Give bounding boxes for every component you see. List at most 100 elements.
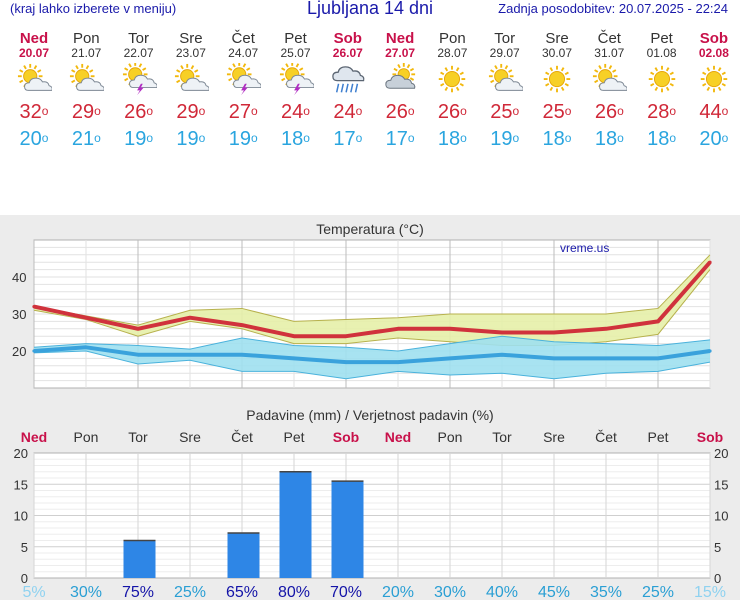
precip-day-label: Pet [647,429,668,445]
precip-probability: 30% [70,584,102,600]
sun-icon [543,65,571,93]
precip-probability: 15% [694,584,726,600]
min-temp-point [136,353,140,357]
day-column: Pet 25.07 24o 18o [270,30,322,170]
max-temp: 32o [19,101,49,123]
menu-hint: (kraj lahko izberete v meniju) [10,1,177,16]
day-name: Pon [72,30,100,47]
day-column: Tor 29.07 25o 19o [479,30,531,170]
precip-chart-title: Padavine (mm) / Verjetnost padavin (%) [246,407,493,423]
precip-probability: 80% [278,584,310,600]
day-column: Čet 24.07 27o 19o [217,30,269,170]
max-temp: 44o [699,101,729,123]
min-temp: 18o [281,128,310,150]
precip-probability: 70% [330,584,362,600]
sun-cloud-icon [488,63,523,91]
precip-day-label: Ned [21,429,47,445]
sun-icon [439,65,466,93]
precip-probability: 45% [538,584,570,600]
day-column: Pon 28.07 26o 18o [426,30,478,170]
min-temp-point [396,360,400,364]
min-temp: 20o [19,128,49,150]
temp-y-tick: 30 [12,307,26,322]
day-date: 28.07 [437,46,468,60]
min-temp-point [292,356,296,360]
day-name: Čet [231,30,255,47]
max-temp: 26o [124,101,154,123]
max-temp-point [84,316,88,320]
precip-y-tick-left: 0 [21,571,28,586]
sun-cloud-thunder-icon [227,63,262,96]
day-name: Čet [597,30,621,47]
max-temp-line [33,260,712,339]
precip-bar [279,471,312,578]
day-column: Sre 23.07 29o 19o [165,30,217,170]
day-name: Sre [179,30,203,47]
min-temp-point [500,353,504,357]
max-temp: 26o [594,101,624,123]
precip-bar [123,540,156,578]
max-temp-point [500,330,504,335]
min-temp: 19o [490,128,520,150]
precip-y-tick-right: 0 [714,571,721,586]
min-temp-point [240,353,244,357]
day-date: 02.08 [698,46,729,60]
min-temp-lower [33,350,711,380]
precip-day-label: Sre [543,429,565,445]
max-temp: 29o [176,101,206,123]
min-temp: 18o [594,128,624,150]
precip-day-label: Tor [492,429,512,445]
day-column: Pet 01.08 28o 18o [636,30,688,170]
precip-y-tick-left: 20 [14,446,28,461]
day-date: 26.07 [332,46,363,60]
max-temp-lower [33,269,711,346]
day-date: 25.07 [280,46,311,60]
max-temp-point [604,327,608,331]
daily-forecast-strip: Ned 20.07 32o 20o Pon 21.07 29o 21o Tor 22.07 2… [8,30,736,170]
precip-day-label: Sre [179,429,201,445]
max-temp-point [708,260,712,264]
precip-probability: 40% [486,584,518,600]
last-update: Zadnja posodobitev: 20.07.2025 - 22:24 [498,1,728,16]
precip-probability: 30% [434,584,466,600]
sun-cloud-icon [174,63,209,91]
min-temp-point [552,356,556,360]
sun-icon [700,65,728,93]
max-temp: 26o [385,101,415,123]
day-date: 01.08 [646,46,677,60]
min-temp: 18o [647,128,677,150]
precip-day-label: Pet [283,429,304,445]
min-temp: 17o [333,128,363,150]
top-bar: (kraj lahko izberete v meniju) Ljubljana… [0,0,740,22]
precip-day-label: Čet [595,429,617,445]
day-date: 30.07 [541,46,573,60]
precip-day-label: Tor [128,429,148,445]
temp-y-tick: 20 [12,344,26,359]
min-temp-point [188,353,192,357]
temp-chart-title: Temperatura (°C) [316,221,424,237]
precip-y-tick-left: 15 [14,477,28,492]
day-name: Pet [284,30,307,47]
max-temp-point [240,323,244,327]
precip-probability: 65% [226,584,258,600]
day-column: Tor 22.07 26o 19o [113,30,165,170]
sun-icon [648,65,675,93]
max-temp-upper [33,254,711,326]
rain-cloud-icon [332,66,365,93]
min-temp: 18o [437,128,467,150]
day-date: 31.07 [594,46,625,60]
min-temp-point [84,345,88,349]
precip-bar [227,533,260,578]
max-temp-point [136,327,140,331]
min-temp-point [344,360,348,364]
sun-cloud-thunder-icon [122,63,157,96]
max-temp-point [292,334,296,338]
day-name: Tor [494,30,516,47]
max-temp: 25o [542,101,572,123]
precip-day-label: Sob [697,429,723,445]
min-temp: 21o [71,128,101,150]
max-temp: 26o [437,101,467,123]
min-temp: 18o [542,128,572,150]
max-temp-point [344,334,348,338]
temp-y-tick: 40 [12,270,26,285]
